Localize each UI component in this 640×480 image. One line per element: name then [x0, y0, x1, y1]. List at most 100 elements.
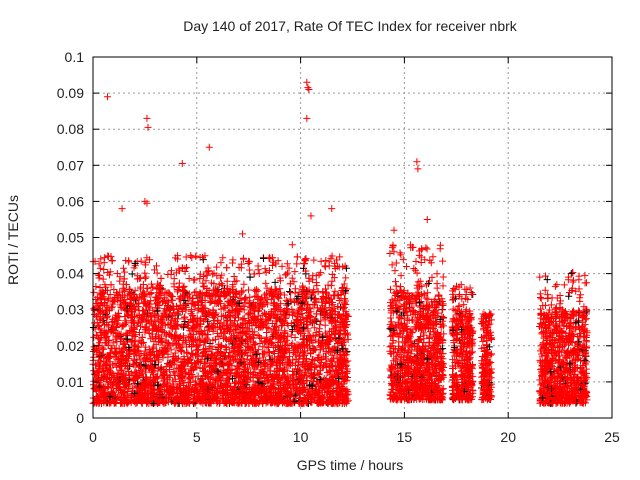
data-point — [123, 311, 131, 319]
data-point — [121, 268, 129, 276]
data-point — [142, 273, 150, 281]
data-point — [130, 264, 138, 272]
data-point — [179, 334, 187, 342]
data-point — [250, 270, 258, 278]
data-point — [242, 323, 250, 331]
data-point — [330, 274, 338, 282]
data-point — [152, 308, 160, 316]
data-point — [246, 266, 254, 274]
data-point — [173, 310, 181, 318]
data-point — [105, 294, 113, 302]
data-point — [392, 259, 400, 267]
data-point — [302, 255, 310, 263]
data-point — [144, 284, 152, 292]
data-point — [217, 274, 225, 282]
data-point — [180, 282, 188, 290]
data-point — [90, 288, 98, 296]
data-point — [261, 265, 269, 273]
data-point — [317, 269, 325, 277]
data-point — [108, 257, 116, 265]
data-point — [293, 253, 301, 261]
data-point — [192, 252, 200, 260]
data-point — [328, 277, 336, 285]
data-point — [307, 294, 315, 302]
data-point — [256, 333, 264, 341]
data-point — [99, 275, 107, 283]
data-point — [93, 332, 101, 340]
data-point — [148, 280, 156, 288]
data-point — [225, 361, 233, 369]
data-point — [145, 329, 153, 337]
data-point — [131, 332, 139, 340]
data-point — [322, 256, 330, 264]
data-point — [217, 259, 225, 267]
data-point — [266, 266, 274, 274]
data-point — [109, 339, 117, 347]
data-point — [191, 276, 199, 284]
data-point — [334, 333, 342, 341]
data-point — [271, 330, 279, 338]
data-point — [232, 378, 240, 386]
data-point — [330, 304, 338, 312]
data-point — [157, 274, 165, 282]
data-point — [283, 260, 291, 268]
data-point — [154, 307, 162, 315]
data-point — [94, 271, 102, 279]
data-point — [293, 260, 301, 268]
data-point — [146, 312, 154, 320]
data-point — [150, 266, 158, 274]
data-point — [254, 346, 262, 354]
data-point — [286, 381, 294, 389]
data-point — [108, 345, 116, 353]
data-point — [190, 315, 198, 323]
data-point — [128, 270, 136, 278]
data-point — [310, 256, 318, 264]
data-point — [282, 271, 290, 279]
data-point — [229, 259, 237, 267]
data-point — [313, 282, 321, 290]
data-point — [98, 344, 106, 352]
data-point — [185, 275, 193, 283]
data-point — [295, 306, 303, 314]
data-point — [254, 287, 262, 295]
data-points — [89, 78, 591, 408]
data-point — [120, 286, 128, 294]
data-point — [260, 254, 268, 262]
data-point — [241, 295, 249, 303]
data-point — [285, 362, 293, 370]
data-point — [203, 271, 211, 279]
data-point — [96, 264, 104, 272]
data-point — [164, 271, 172, 279]
data-point — [219, 254, 227, 262]
data-point — [181, 297, 189, 305]
data-point — [182, 253, 190, 261]
data-point — [285, 264, 293, 272]
data-point — [99, 345, 107, 353]
data-point — [280, 291, 288, 299]
data-point — [207, 298, 215, 306]
data-point — [300, 260, 308, 268]
data-point — [291, 289, 299, 297]
data-point — [243, 342, 251, 350]
data-point — [336, 253, 344, 261]
data-point — [131, 287, 139, 295]
data-point — [314, 288, 322, 296]
data-point — [270, 347, 278, 355]
data-point — [240, 280, 248, 288]
data-point — [327, 282, 335, 290]
data-point — [262, 279, 270, 287]
data-point — [196, 275, 204, 283]
data-point — [213, 263, 221, 271]
data-point — [230, 272, 238, 280]
data-point — [262, 268, 270, 276]
data-point — [291, 268, 299, 276]
data-point — [97, 255, 105, 263]
data-point — [167, 316, 175, 324]
data-point — [323, 369, 331, 377]
data-point — [290, 322, 298, 330]
data-point — [317, 257, 325, 265]
data-point — [93, 331, 101, 339]
data-point — [268, 261, 276, 269]
data-point — [223, 264, 231, 272]
